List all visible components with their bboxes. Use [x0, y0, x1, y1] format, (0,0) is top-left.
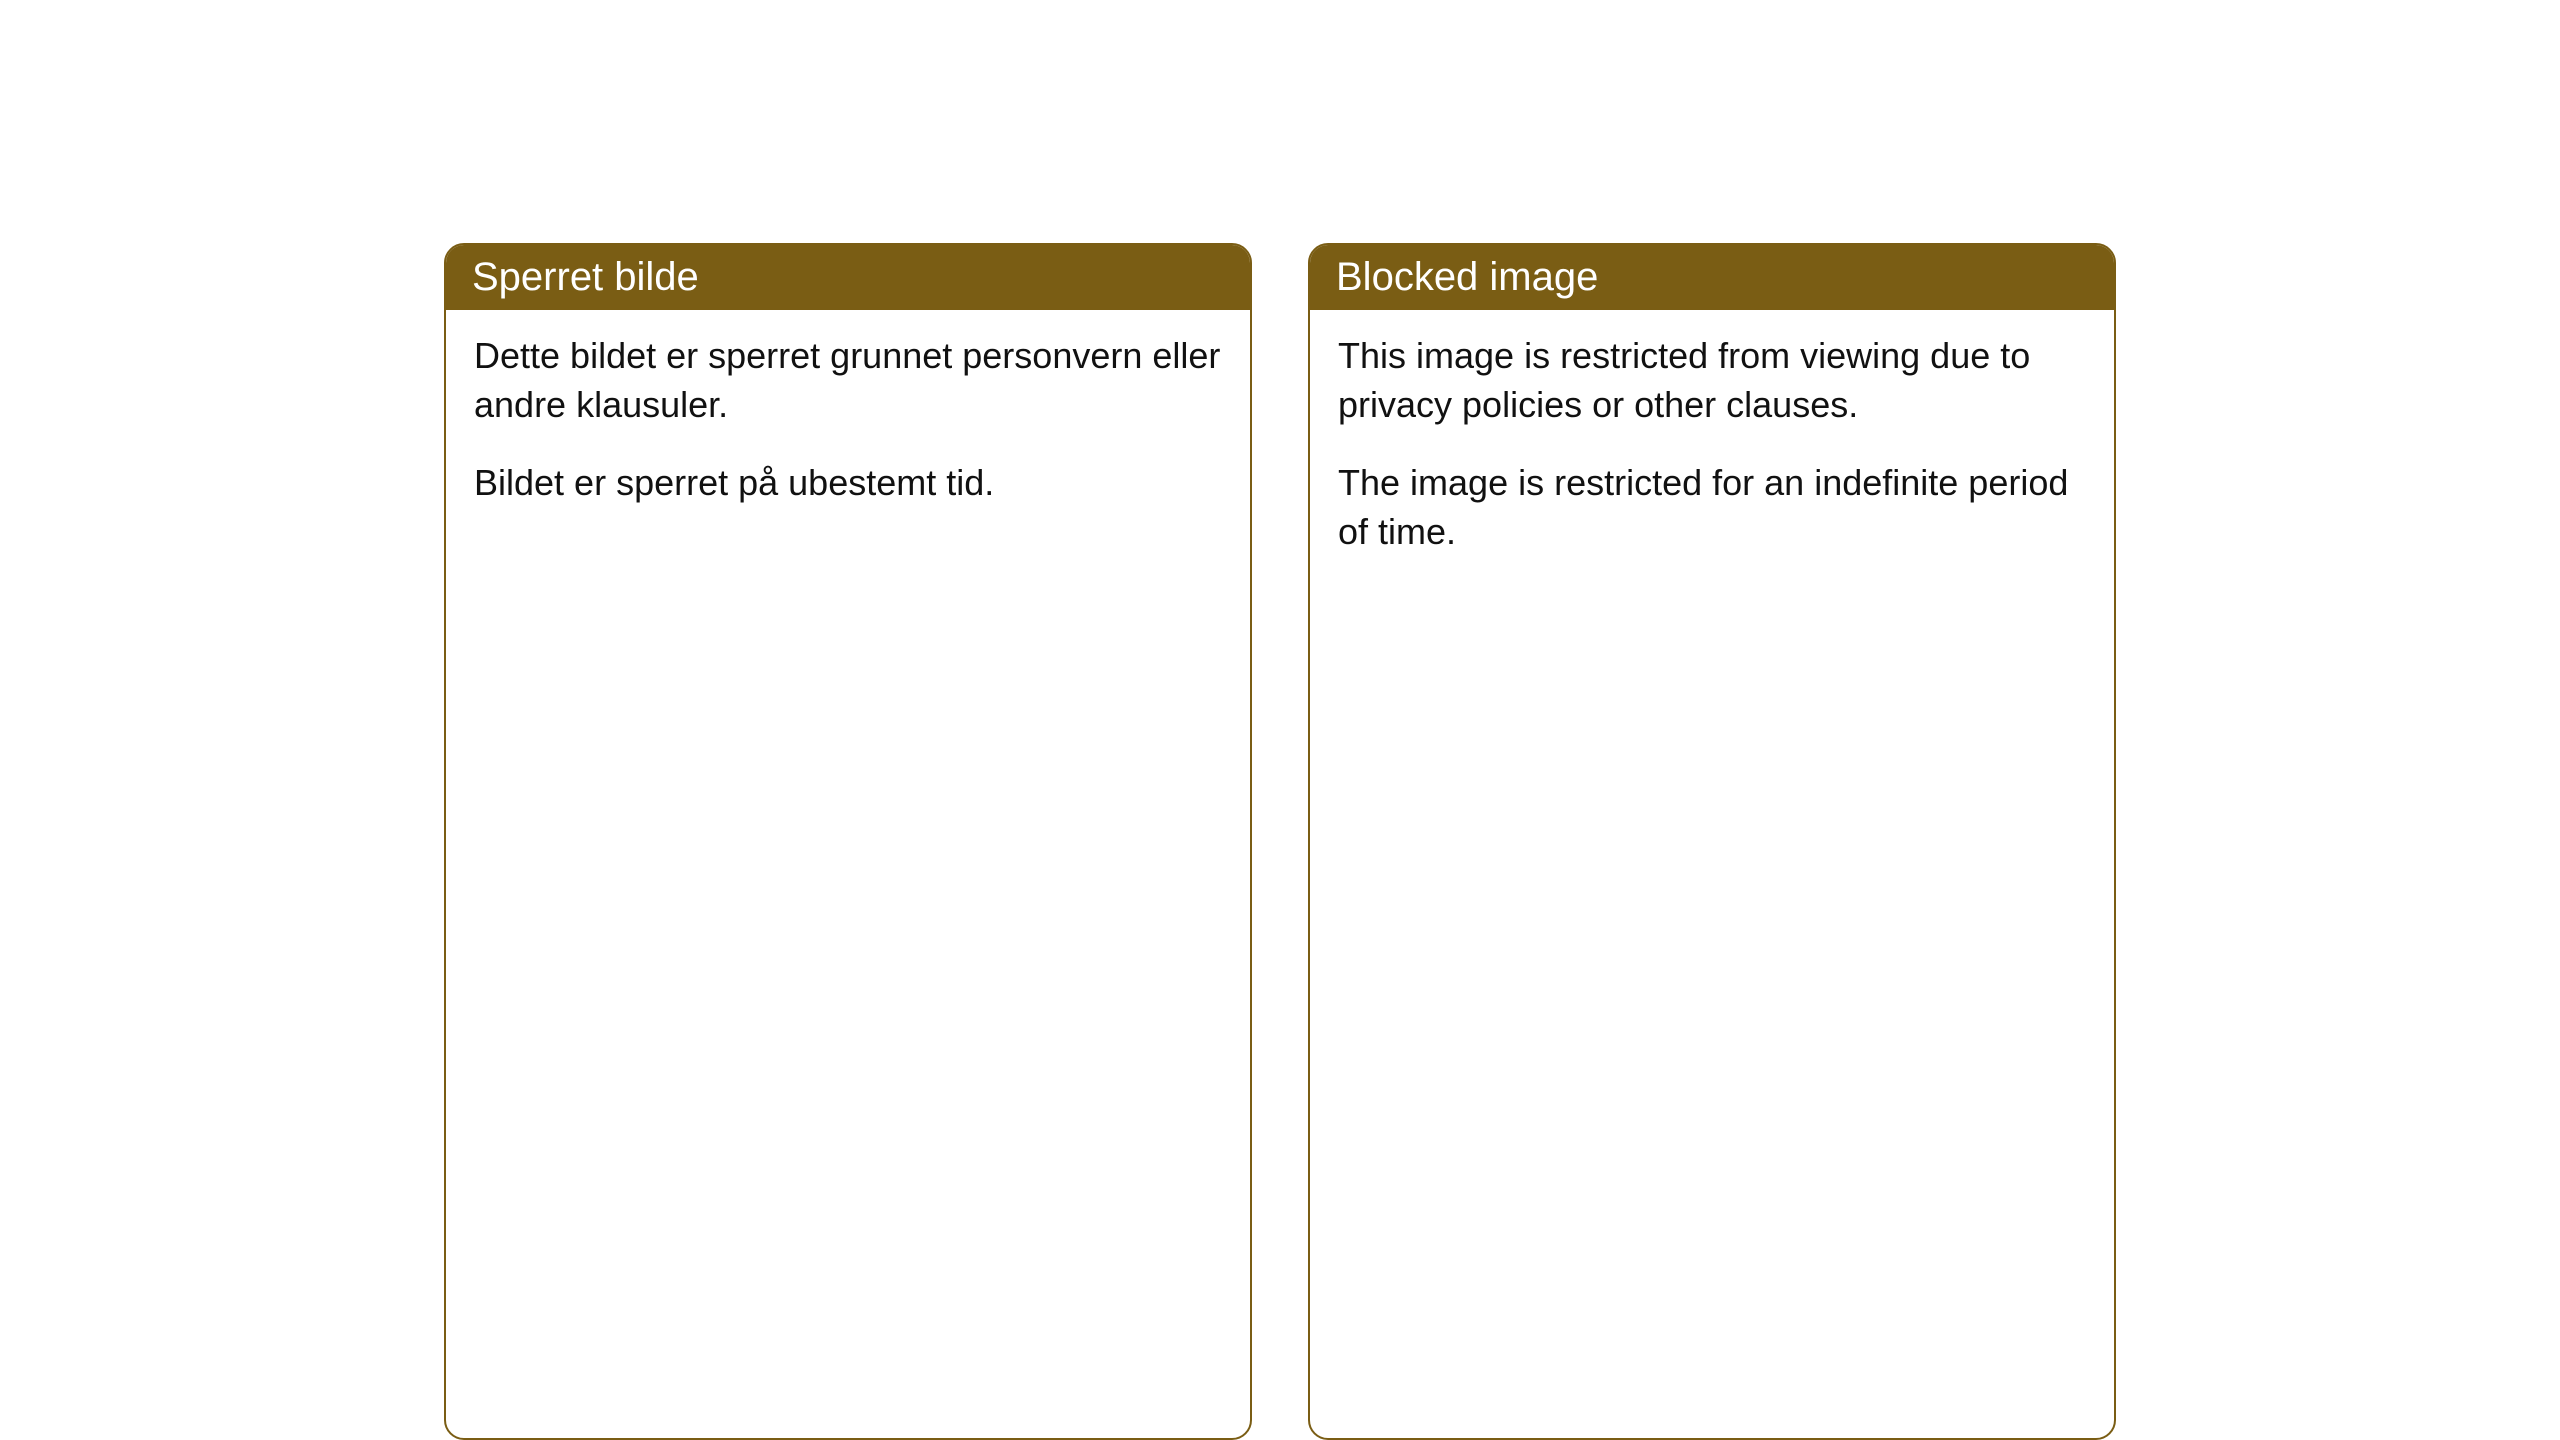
card-paragraph: Dette bildet er sperret grunnet personve… — [474, 332, 1222, 429]
card-paragraph: The image is restricted for an indefinit… — [1338, 459, 2086, 556]
card-body-english: This image is restricted from viewing du… — [1310, 310, 2114, 588]
notice-card-english: Blocked image This image is restricted f… — [1308, 243, 2116, 1440]
card-header-norwegian: Sperret bilde — [446, 245, 1250, 310]
notice-card-norwegian: Sperret bilde Dette bildet er sperret gr… — [444, 243, 1252, 1440]
card-paragraph: Bildet er sperret på ubestemt tid. — [474, 459, 1222, 508]
notice-cards-container: Sperret bilde Dette bildet er sperret gr… — [444, 243, 2116, 1440]
card-paragraph: This image is restricted from viewing du… — [1338, 332, 2086, 429]
card-body-norwegian: Dette bildet er sperret grunnet personve… — [446, 310, 1250, 540]
card-header-english: Blocked image — [1310, 245, 2114, 310]
